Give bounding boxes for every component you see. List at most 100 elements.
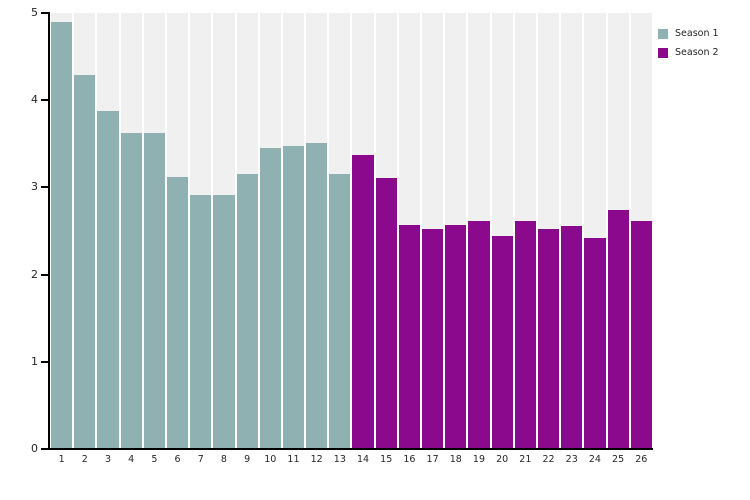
bar-episode-9: [236, 174, 258, 449]
x-tick-label-4: 4: [128, 454, 135, 465]
y-tick-mark-3: [41, 186, 48, 189]
bar-episode-20: [491, 236, 513, 449]
y-tick-mark-2: [41, 273, 48, 276]
y-tick-label-4: 4: [31, 93, 38, 107]
x-tick-label-21: 21: [519, 454, 532, 465]
y-tick-mark-4: [41, 99, 48, 102]
x-tick-label-1: 1: [58, 454, 65, 465]
bar-episode-4: [120, 133, 142, 449]
bar-episode-21: [514, 220, 536, 449]
bar-episode-19: [468, 221, 490, 449]
season-1-swatch-icon: [658, 28, 668, 39]
category-band: [375, 13, 397, 449]
bar-episode-5: [143, 133, 165, 449]
bar-episode-23: [561, 225, 583, 449]
y-tick-mark-1: [41, 360, 48, 363]
x-tick-label-16: 16: [403, 454, 416, 465]
x-tick-label-15: 15: [380, 454, 393, 465]
legend-label-season-1: Season 1: [675, 28, 719, 39]
category-band: [422, 13, 444, 449]
x-tick-label-2: 2: [81, 454, 88, 465]
plot-area: [51, 13, 652, 449]
x-tick-label-10: 10: [264, 454, 277, 465]
category-band: [51, 13, 73, 449]
bar-episode-6: [166, 176, 189, 449]
x-tick-label-9: 9: [244, 454, 251, 465]
x-tick-label-12: 12: [310, 454, 323, 465]
category-band: [306, 13, 328, 449]
x-tick-label-24: 24: [588, 454, 601, 465]
bar-episode-11: [282, 146, 305, 449]
x-tick-label-11: 11: [287, 454, 300, 465]
x-tick-label-13: 13: [333, 454, 346, 465]
x-tick-label-7: 7: [197, 454, 204, 465]
bar-episode-7: [190, 195, 212, 449]
x-tick-label-5: 5: [151, 454, 158, 465]
y-axis-line: [48, 12, 50, 450]
category-band: [236, 13, 258, 449]
category-band: [537, 13, 560, 449]
category-band: [166, 13, 189, 449]
category-band: [398, 13, 420, 449]
bar-episode-15: [375, 177, 397, 449]
x-tick-label-3: 3: [104, 454, 111, 465]
category-band: [561, 13, 583, 449]
category-band: [491, 13, 513, 449]
bar-episode-2: [74, 74, 96, 449]
y-tick-mark-5: [41, 12, 48, 14]
y-tick-label-5: 5: [31, 6, 38, 19]
bar-episode-13: [329, 174, 351, 449]
category-band: [190, 13, 212, 449]
category-band: [445, 13, 467, 449]
bar-episode-18: [445, 224, 467, 449]
category-band: [630, 13, 652, 449]
bar-episode-25: [607, 210, 629, 449]
y-tick-label-2: 2: [31, 267, 38, 281]
bar-episode-17: [422, 229, 444, 449]
category-band: [97, 13, 119, 449]
category-band: [514, 13, 536, 449]
season-2-swatch-icon: [658, 47, 668, 58]
category-band: [584, 13, 606, 449]
category-band: [329, 13, 351, 449]
category-band: [607, 13, 629, 449]
x-tick-label-14: 14: [356, 454, 370, 465]
bar-episode-16: [398, 224, 420, 449]
x-tick-label-17: 17: [426, 454, 439, 465]
category-band: [143, 13, 165, 449]
bar-episode-3: [97, 110, 119, 449]
bar-episode-22: [537, 229, 560, 449]
legend: Season 1 Season 2: [658, 28, 719, 66]
bar-episode-8: [213, 195, 235, 449]
x-tick-label-22: 22: [542, 454, 555, 465]
category-band: [213, 13, 235, 449]
category-band: [468, 13, 490, 449]
x-tick-label-19: 19: [472, 454, 486, 465]
x-tick-label-23: 23: [565, 454, 578, 465]
bar-episode-26: [630, 221, 652, 449]
category-band: [352, 13, 374, 449]
category-band: [120, 13, 142, 449]
x-axis-labels: 1 2 3 4 5 6 7 8 9 10 11 12 13 14 15 16 17 18 19 20 21 22 23 24 2…: [51, 454, 652, 465]
category-band: [259, 13, 281, 449]
legend-label-season-2: Season 2: [675, 47, 719, 58]
x-tick-label-8: 8: [220, 454, 227, 465]
y-tick-label-0: 0: [31, 442, 38, 455]
y-tick-label-3: 3: [31, 180, 38, 194]
category-band: [74, 13, 96, 449]
x-tick-label-25: 25: [612, 454, 625, 465]
x-tick-label-26: 26: [635, 454, 648, 465]
bar-episode-14: [352, 155, 374, 449]
bar-episode-10: [259, 148, 281, 449]
category-band: [282, 13, 305, 449]
y-tick-label-1: 1: [31, 354, 38, 368]
bar-episode-24: [584, 237, 606, 449]
x-axis-line: [45, 448, 653, 450]
bar-episode-12: [306, 142, 328, 449]
x-tick-label-6: 6: [174, 454, 181, 465]
legend-item-season-2: Season 2: [658, 47, 719, 58]
legend-item-season-1: Season 1: [658, 28, 719, 39]
x-tick-label-18: 18: [449, 454, 462, 465]
y-tick-mark-0: [41, 448, 48, 450]
